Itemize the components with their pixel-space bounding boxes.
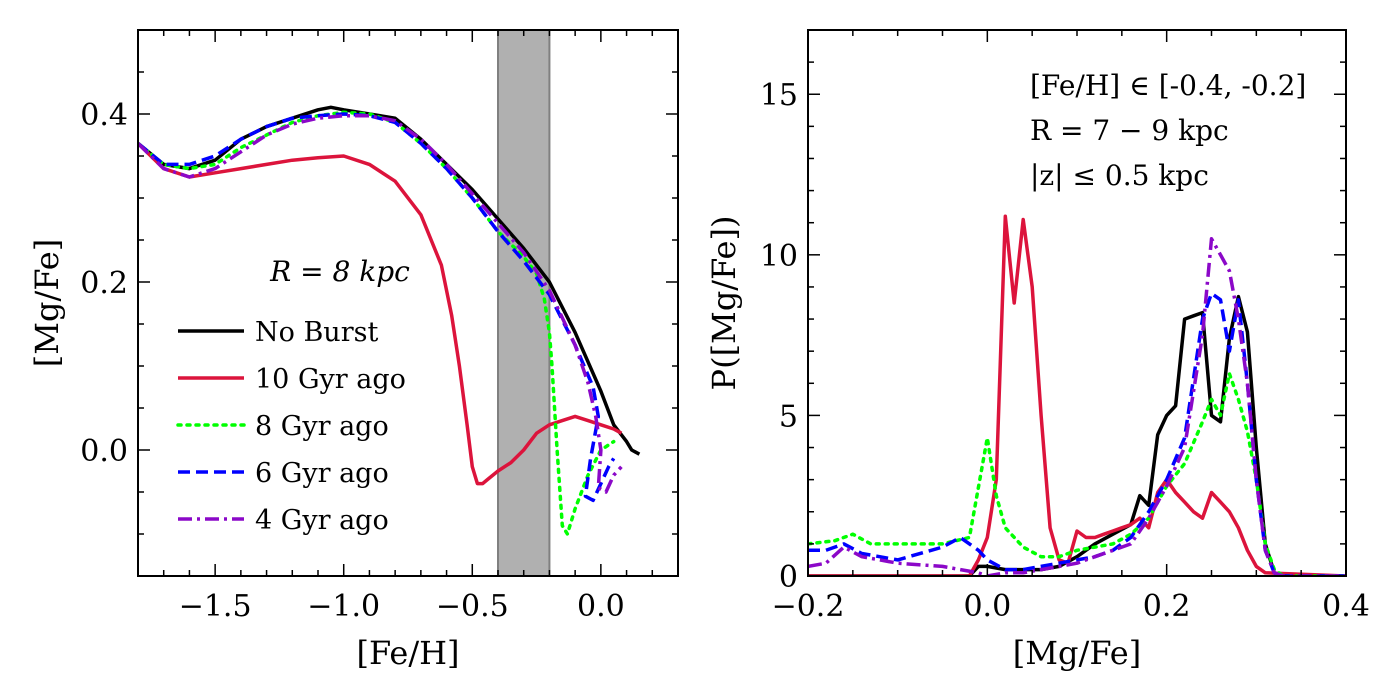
legend-label: 6 Gyr ago	[255, 458, 389, 489]
x-tick-label: 0.0	[577, 589, 625, 624]
shaded-band	[497, 29, 551, 577]
series-line-4-gyr-ago	[808, 237, 1346, 576]
y-tick-label: 10	[760, 239, 798, 274]
annotation-line: [Fe/H] ∈ [-0.4, -0.2]	[1030, 69, 1306, 102]
y-tick-label: 0.4	[80, 98, 128, 133]
series-line-6-gyr-ago	[138, 112, 616, 503]
y-tick-label: 0.2	[80, 266, 128, 301]
y-axis-label: P([Mg/Fe])	[705, 216, 743, 391]
series-line-10-gyr-ago	[138, 142, 623, 486]
legend-label: No Burst	[255, 317, 378, 348]
y-tick-label: 0	[779, 560, 798, 595]
x-tick-label: −0.5	[436, 589, 509, 624]
annotation-line: |z| ≤ 0.5 kpc	[1030, 159, 1209, 192]
x-tick-label: 0.2	[1143, 589, 1191, 624]
x-tick-label: −1.0	[307, 589, 380, 624]
legend-label: 4 Gyr ago	[255, 505, 389, 536]
series-line-4-gyr-ago	[138, 113, 623, 494]
series-group	[808, 214, 1346, 576]
y-tick-label: 15	[760, 78, 798, 113]
x-axis-label: [Fe/H]	[356, 634, 459, 672]
x-tick-label: −0.2	[772, 589, 845, 624]
annotation-line: R = 7 − 9 kpc	[1030, 114, 1229, 147]
x-tick-label: 0.4	[1322, 589, 1370, 624]
y-tick-label: 0.0	[80, 434, 128, 469]
right-panel-mg-fe-distribution: −0.2 0.0 0.2 0.4 0 5 10 15 [Mg/Fe] P([Mg/Fe]) [Fe/…	[705, 29, 1370, 672]
x-tick-label: 0.0	[963, 589, 1011, 624]
x-axis-label: [Mg/Fe]	[1013, 634, 1141, 672]
annotation-r-8-kpc: R = 8 kpc	[269, 255, 410, 288]
left-panel-fe-h-vs-mg-fe: −1.5 −1.0 −0.5 0.0 0.0 0.2 0.4 [Fe/H] [Mg/Fe] R =…	[28, 29, 679, 672]
plot-frame	[807, 29, 1347, 577]
legend: No Burst 10 Gyr ago 8 Gyr ago 6 Gyr ago 4 Gy…	[176, 317, 406, 536]
x-tick-label: −1.5	[179, 589, 252, 624]
series-group	[138, 105, 641, 536]
plot-frame	[137, 29, 679, 577]
legend-label: 8 Gyr ago	[255, 411, 389, 442]
legend-label: 10 Gyr ago	[255, 364, 406, 395]
series-line-10-gyr-ago	[808, 214, 1346, 576]
y-tick-label: 5	[779, 399, 798, 434]
y-axis-label: [Mg/Fe]	[28, 239, 66, 367]
series-line-8-gyr-ago	[808, 371, 1346, 576]
